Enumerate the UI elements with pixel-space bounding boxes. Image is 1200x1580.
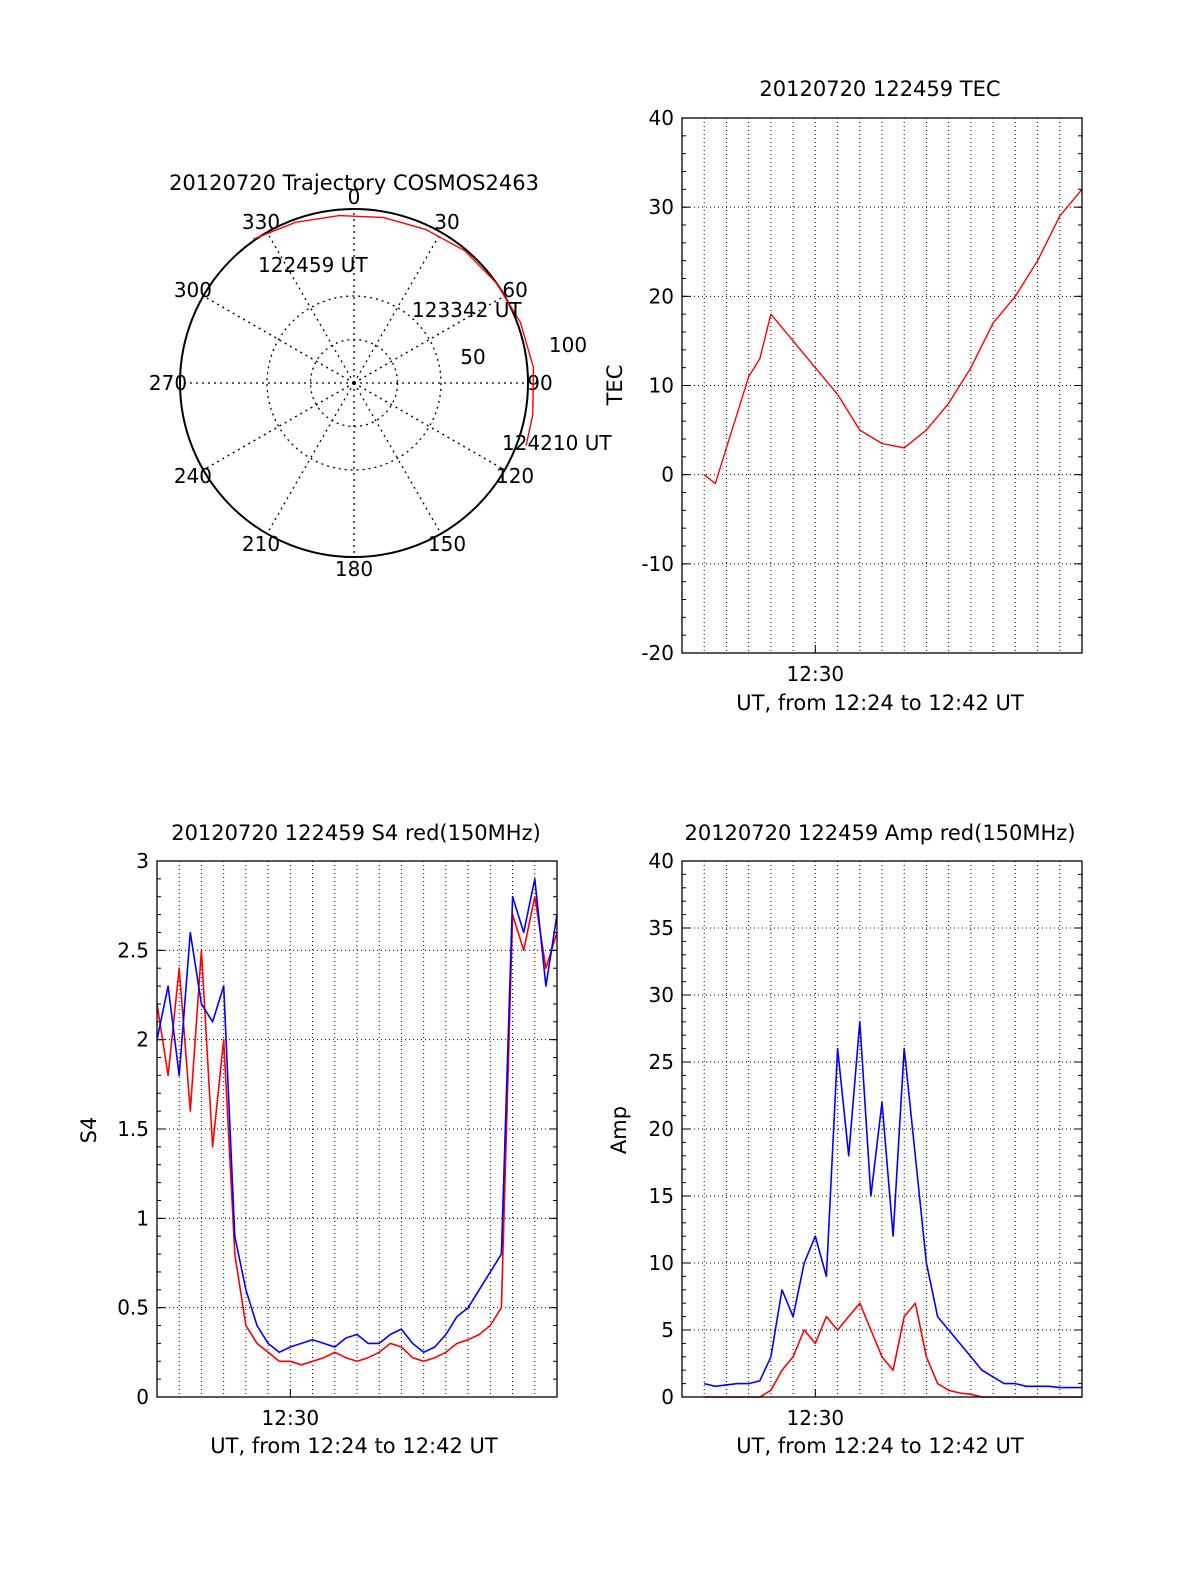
- blue-series-line: [704, 1021, 1082, 1389]
- polar-spoke: [266, 231, 355, 384]
- chart-title: 20120720 Trajectory COSMOS2463: [169, 171, 539, 195]
- y-tick-label: 0: [136, 1385, 149, 1409]
- angle-label: 330: [242, 210, 280, 234]
- x-tick-label: 12:30: [787, 1406, 845, 1430]
- angle-label: 90: [527, 371, 552, 395]
- red-series-line: [704, 1302, 1082, 1398]
- angle-label: 150: [428, 532, 466, 556]
- red-series-line: [156, 895, 558, 1366]
- angle-label: 60: [502, 278, 527, 302]
- y-tick-label: -10: [641, 552, 674, 576]
- chart-title: 20120720 122459 TEC: [759, 77, 1000, 101]
- angle-label: 120: [496, 464, 534, 488]
- y-tick-label: 0.5: [117, 1296, 149, 1320]
- x-tick-label: 12:30: [262, 1406, 320, 1430]
- angle-label: 240: [174, 464, 212, 488]
- plot-frame: [681, 117, 1083, 654]
- y-tick-label: 10: [649, 374, 674, 398]
- y-tick-label: 0: [661, 463, 674, 487]
- s4-chart: 20120720 122459 S4 red(150MHz) S4 UT, fr…: [77, 821, 558, 1458]
- red-series-line: [703, 188, 1083, 485]
- polar-spoke: [353, 295, 506, 384]
- angle-label: 210: [242, 532, 280, 556]
- polar-spoke: [353, 382, 442, 535]
- y-tick-label: 0: [661, 1385, 674, 1409]
- x-tick-label: 12:30: [787, 662, 845, 686]
- y-axis-label: Amp: [607, 1106, 631, 1154]
- polar-spoke: [202, 295, 355, 384]
- polar-grid-ring: [266, 295, 442, 471]
- polar-spoke: [353, 231, 442, 384]
- x-axis-label: UT, from 12:24 to 12:42 UT: [210, 1434, 498, 1458]
- y-tick-label: 25: [649, 1050, 674, 1074]
- plot-frame: [156, 860, 558, 1398]
- y-axis-label: TEC: [603, 365, 627, 407]
- y-tick-label: 40: [649, 106, 674, 130]
- y-tick-label: 15: [649, 1184, 674, 1208]
- y-tick-label: 30: [649, 195, 674, 219]
- trajectory-time-label: 123342 UT: [412, 298, 522, 322]
- y-tick-label: 5: [661, 1318, 674, 1342]
- y-tick-label: 2: [136, 1028, 149, 1052]
- x-axis-label: UT, from 12:24 to 12:42 UT: [736, 691, 1024, 715]
- x-axis-label: UT, from 12:24 to 12:42 UT: [736, 1434, 1024, 1458]
- polar-spoke: [202, 382, 355, 471]
- y-tick-label: -20: [641, 641, 674, 665]
- blue-series-line: [156, 878, 558, 1354]
- tec-chart: 20120720 122459 TEC TEC UT, from 12:24 t…: [603, 77, 1083, 715]
- radial-label: 50: [460, 345, 485, 369]
- y-tick-label: 3: [136, 849, 149, 873]
- angle-label: 270: [149, 371, 187, 395]
- y-tick-label: 1.5: [117, 1117, 149, 1141]
- angle-label: 300: [174, 278, 212, 302]
- y-tick-label: 10: [649, 1251, 674, 1275]
- polar-trajectory-chart: 20120720 Trajectory COSMOS2463 0 30 60 90 12…: [149, 171, 612, 581]
- trajectory-time-label: 122459 UT: [258, 253, 368, 277]
- y-tick-label: 20: [649, 1117, 674, 1141]
- trajectory-line: [253, 214, 535, 446]
- trajectory-time-label: 124210 UT: [502, 431, 612, 455]
- plot-frame: [681, 860, 1083, 1398]
- y-tick-label: 35: [649, 916, 674, 940]
- polar-outer-circle: [179, 208, 529, 558]
- y-tick-label: 20: [649, 284, 674, 308]
- y-tick-label: 1: [136, 1206, 149, 1230]
- chart-title: 20120720 122459 Amp red(150MHz): [684, 821, 1075, 845]
- y-tick-label: 30: [649, 983, 674, 1007]
- angle-label: 180: [335, 557, 373, 581]
- y-tick-label: 40: [649, 849, 674, 873]
- y-tick-label: 2.5: [117, 938, 149, 962]
- radial-label: 100: [549, 333, 587, 357]
- amp-chart: 20120720 122459 Amp red(150MHz) Amp UT, …: [607, 821, 1083, 1458]
- angle-label: 0: [348, 185, 361, 209]
- polar-spoke: [353, 382, 506, 471]
- polar-spoke: [266, 382, 355, 535]
- y-axis-label: S4: [77, 1117, 101, 1144]
- angle-label: 30: [434, 210, 459, 234]
- chart-title: 20120720 122459 S4 red(150MHz): [171, 821, 541, 845]
